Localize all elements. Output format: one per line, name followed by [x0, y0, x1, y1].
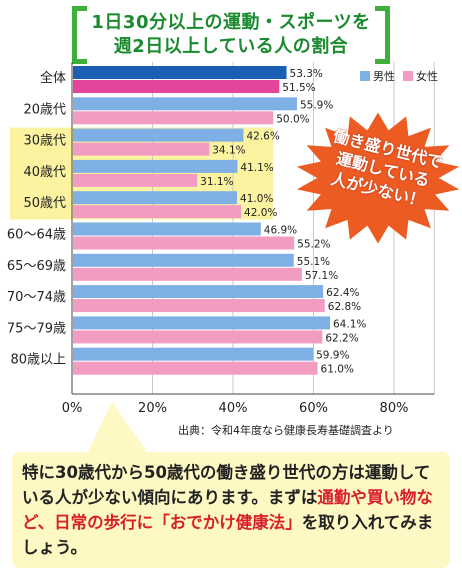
category-label-3: 40歳代 [23, 165, 66, 180]
category-label-7: 70～74歳 [7, 290, 66, 305]
bar-male-9 [73, 347, 314, 361]
category-label-0: 全体 [40, 70, 66, 86]
source-note: 出典：令和4年度なら健康長寿基礎調査より [178, 424, 394, 437]
data-label-male-1: 55.9% [300, 99, 333, 111]
x-tick-label-1: 20% [138, 401, 167, 416]
data-label-male-5: 46.9% [264, 225, 297, 237]
callout-part-3: 「おでかけ健康法」 [153, 513, 302, 532]
bar-male-2 [73, 128, 244, 142]
callout-box [12, 452, 450, 568]
category-label-4: 50歳代 [23, 196, 66, 211]
data-label-female-9: 61.0% [321, 364, 354, 376]
category-label-8: 75～79歳 [7, 321, 66, 336]
chart-title: 1日30分以上の運動・スポーツを 週2日以上している人の割合 [0, 4, 462, 64]
data-label-female-7: 62.8% [328, 301, 361, 313]
category-label-6: 65～69歳 [7, 259, 66, 274]
bar-female-9 [73, 361, 318, 375]
legend-swatch-male [360, 71, 370, 81]
category-label-5: 60～64歳 [7, 228, 66, 243]
data-label-female-3: 31.1% [200, 176, 233, 188]
bar-male-7 [73, 285, 324, 299]
data-label-female-6: 57.1% [305, 270, 338, 282]
legend-item-female: 女性 [403, 68, 438, 84]
bar-male-6 [73, 253, 294, 267]
bar-male-1 [73, 97, 297, 111]
legend-label-female: 女性 [416, 70, 438, 83]
category-label-2: 30歳代 [23, 134, 66, 149]
bar-male-5 [73, 222, 261, 236]
bar-female-8 [73, 330, 323, 344]
bar-female-4 [73, 205, 242, 219]
data-label-female-0: 51.5% [282, 82, 315, 94]
data-label-female-4: 42.0% [244, 207, 277, 219]
category-label-1: 20歳代 [23, 102, 66, 117]
data-label-male-2: 42.6% [246, 131, 279, 143]
data-label-male-6: 55.1% [297, 256, 330, 268]
data-label-female-2: 34.1% [212, 145, 245, 157]
callout-part-2: 通勤や買い物など、日常の歩行に [22, 488, 433, 532]
starburst [296, 112, 460, 244]
x-tick-label-2: 40% [219, 401, 248, 416]
legend: 男性 女性 [360, 68, 438, 84]
x-tick-label-0: 0% [62, 401, 83, 416]
data-label-female-8: 62.2% [325, 332, 358, 344]
data-label-male-9: 59.9% [316, 350, 349, 362]
bar-female-1 [73, 111, 274, 125]
data-label-female-1: 50.0% [276, 113, 309, 125]
x-tick-label-3: 60% [299, 401, 328, 416]
callout-part-4: を取り入れてみましょう。 [22, 513, 434, 557]
legend-label-male: 男性 [373, 70, 395, 83]
title-line-2: 週2日以上している人の割合 [113, 36, 349, 57]
bar-female-6 [73, 267, 302, 281]
bar-female-2 [73, 142, 210, 156]
bar-male-4 [73, 191, 238, 205]
callout-text: 特に30歳代から50歳代の働き盛り世代の方は運動している人が少ない傾向にあります… [22, 460, 444, 560]
bar-female-0 [73, 80, 280, 93]
data-label-female-5: 55.2% [297, 239, 330, 251]
legend-item-male: 男性 [360, 68, 395, 84]
legend-swatch-female [403, 71, 413, 81]
bar-male-3 [73, 159, 238, 173]
data-label-male-8: 64.1% [333, 318, 366, 330]
data-label-male-4: 41.0% [240, 193, 273, 205]
title-bracket-left [72, 6, 87, 64]
data-label-male-0: 53.3% [290, 68, 323, 80]
bar-female-5 [73, 236, 295, 250]
data-label-male-7: 62.4% [326, 287, 359, 299]
bar-female-7 [73, 299, 325, 313]
data-label-male-3: 41.1% [240, 162, 273, 174]
bar-female-3 [73, 173, 198, 187]
category-label-9: 80歳以上 [10, 353, 66, 368]
callout-part-1: 特に30歳代から50歳代の働き盛り世代の方は運動している人が少ない傾向にあります… [22, 463, 431, 507]
x-tick-label-4: 80% [380, 401, 409, 416]
bar-male-0 [73, 66, 287, 79]
bar-male-8 [73, 316, 331, 330]
title-bracket-right [375, 6, 390, 64]
callout-pointer [86, 402, 150, 456]
title-line-1: 1日30分以上の運動・スポーツを [91, 12, 371, 33]
